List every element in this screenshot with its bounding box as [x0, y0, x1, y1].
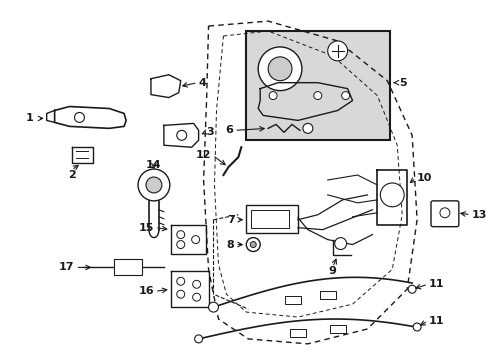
Bar: [329, 325, 345, 333]
Circle shape: [439, 208, 449, 218]
Circle shape: [176, 277, 184, 285]
Text: 4: 4: [198, 78, 206, 88]
Text: 3: 3: [206, 127, 214, 137]
Bar: [114, 260, 142, 275]
Text: 9: 9: [328, 266, 336, 276]
Bar: [246, 31, 389, 140]
Circle shape: [380, 183, 404, 207]
Circle shape: [407, 285, 415, 293]
Circle shape: [327, 41, 347, 61]
Text: 5: 5: [398, 78, 406, 88]
Text: 16: 16: [138, 286, 154, 296]
Circle shape: [192, 293, 200, 301]
Text: 15: 15: [138, 223, 154, 233]
Text: 7: 7: [227, 215, 235, 225]
Bar: [289, 329, 305, 337]
FancyBboxPatch shape: [430, 201, 458, 227]
Circle shape: [334, 238, 346, 249]
Circle shape: [146, 177, 162, 193]
Circle shape: [258, 47, 301, 91]
Bar: [319, 291, 335, 299]
Text: 10: 10: [416, 173, 431, 183]
Text: 13: 13: [471, 210, 486, 220]
Circle shape: [208, 302, 218, 312]
Bar: [251, 210, 288, 228]
Circle shape: [246, 238, 260, 252]
Circle shape: [192, 280, 200, 288]
Bar: [246, 205, 297, 233]
Text: 6: 6: [225, 125, 233, 135]
Text: 11: 11: [428, 279, 444, 289]
Circle shape: [250, 242, 256, 248]
Circle shape: [176, 290, 184, 298]
Circle shape: [412, 323, 420, 331]
Circle shape: [341, 91, 349, 100]
Text: 8: 8: [226, 239, 234, 249]
Circle shape: [302, 123, 312, 133]
Circle shape: [74, 112, 84, 122]
Circle shape: [176, 130, 186, 140]
Text: 11: 11: [428, 316, 444, 326]
Text: 14: 14: [146, 160, 162, 170]
Circle shape: [176, 231, 184, 239]
Circle shape: [267, 57, 291, 81]
Text: 17: 17: [59, 262, 74, 273]
Circle shape: [191, 235, 199, 244]
Circle shape: [194, 335, 202, 343]
Text: 1: 1: [26, 113, 34, 123]
Text: 2: 2: [67, 170, 75, 180]
Circle shape: [313, 91, 321, 100]
Text: 12: 12: [196, 150, 211, 160]
Circle shape: [138, 169, 169, 201]
Circle shape: [176, 240, 184, 248]
Circle shape: [268, 91, 277, 100]
Bar: [285, 296, 300, 304]
